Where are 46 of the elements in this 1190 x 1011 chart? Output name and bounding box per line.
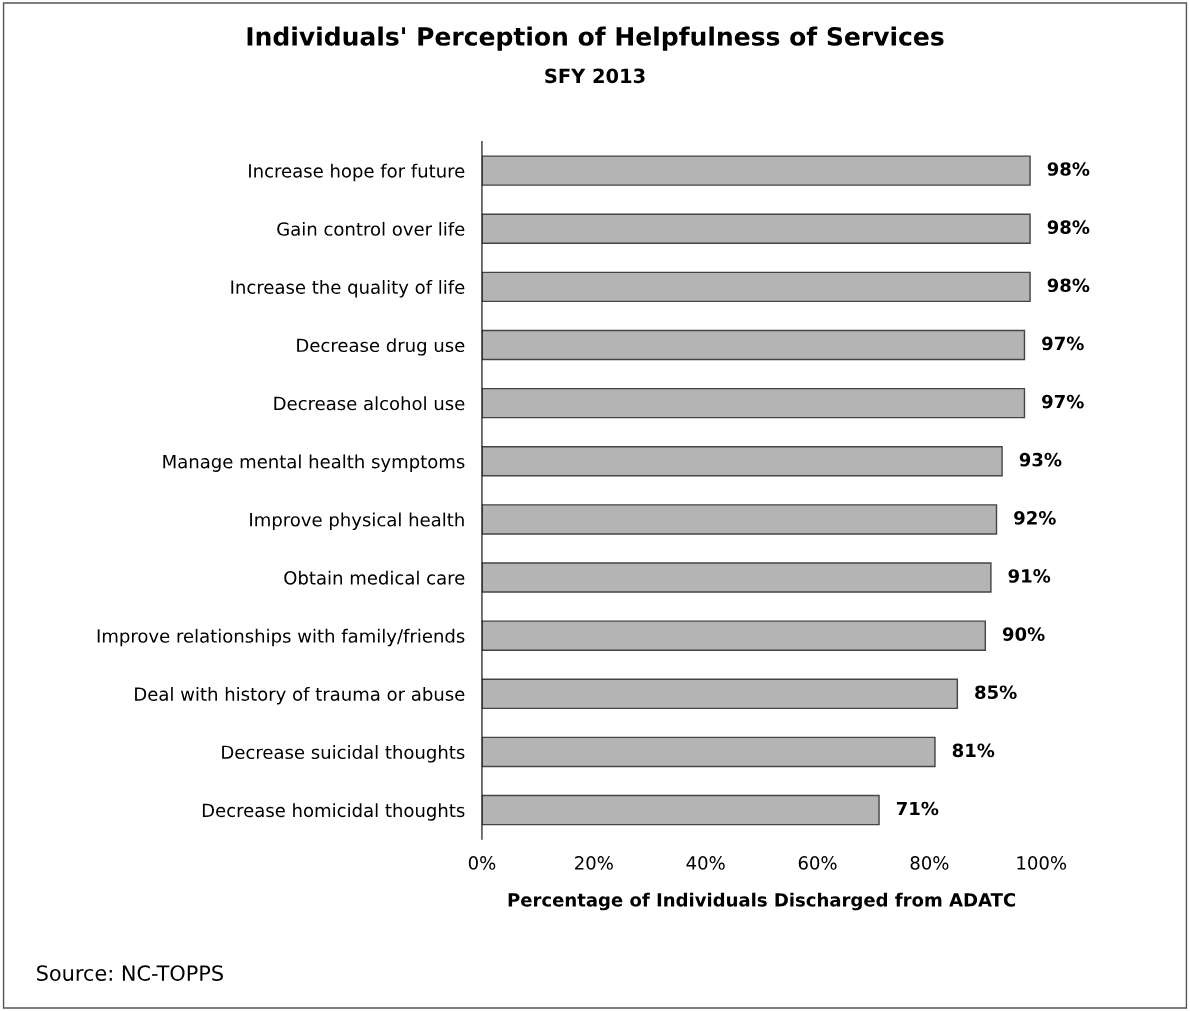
data-label: 91% — [1008, 569, 1051, 583]
data-label: 97% — [1042, 336, 1084, 351]
data-label: 81% — [952, 743, 995, 758]
bar — [481, 504, 998, 535]
x-tick-label: 60% — [798, 856, 837, 870]
y-tick-label: Gain control over life — [277, 221, 465, 236]
bar — [481, 678, 959, 710]
bar — [481, 446, 1003, 477]
bar — [481, 155, 1031, 186]
x-tick-label: 20% — [575, 856, 613, 870]
x-tick-label: 0% — [468, 856, 496, 870]
y-tick-label: Decrease homicidal thoughts — [202, 803, 465, 821]
y-tick-label: Increase the quality of life — [231, 280, 465, 298]
data-label: 85% — [975, 685, 1017, 700]
bar — [481, 736, 936, 768]
bar — [481, 213, 1031, 244]
data-label: 93% — [1019, 452, 1062, 467]
data-label: 97% — [1042, 394, 1084, 409]
data-label: 98% — [1047, 278, 1090, 293]
x-tick-label: 80% — [910, 856, 949, 870]
chart-title: Individuals' Perception of Helpfulness of Services — [247, 26, 944, 51]
y-tick-label: Decrease drug use — [297, 338, 465, 356]
bar — [481, 271, 1031, 303]
x-tick-label: 100% — [1017, 856, 1067, 870]
y-tick-label: Increase hope for future — [249, 163, 465, 182]
chart-subtitle: SFY 2013 — [545, 68, 645, 84]
x-tick-label: 40% — [686, 856, 725, 870]
bar — [481, 620, 987, 651]
y-tick-label: Decrease suicidal thoughts — [222, 745, 465, 763]
data-label: 98% — [1047, 220, 1090, 234]
y-tick-label: Decrease alcohol use — [274, 396, 465, 411]
y-tick-label: Improve physical health — [250, 512, 464, 531]
y-tick-label: Deal with history of trauma or abuse — [135, 686, 465, 705]
data-label: 90% — [1002, 627, 1045, 641]
y-tick-label: Improve relationships with family/friends — [97, 628, 465, 647]
y-tick-label: Obtain medical care — [284, 570, 465, 585]
data-label: 71% — [896, 801, 939, 816]
bar — [481, 387, 1026, 419]
bar — [481, 329, 1026, 361]
data-label: 92% — [1014, 510, 1056, 525]
y-tick-label: Manage mental health symptoms — [163, 454, 465, 472]
source-note: Source: NC-TOPPS — [37, 965, 223, 981]
data-label: 98% — [1047, 162, 1090, 176]
bar — [481, 794, 880, 826]
x-axis-title: Percentage of Individuals Discharged from ADATC — [508, 892, 1016, 911]
bar — [481, 562, 992, 593]
